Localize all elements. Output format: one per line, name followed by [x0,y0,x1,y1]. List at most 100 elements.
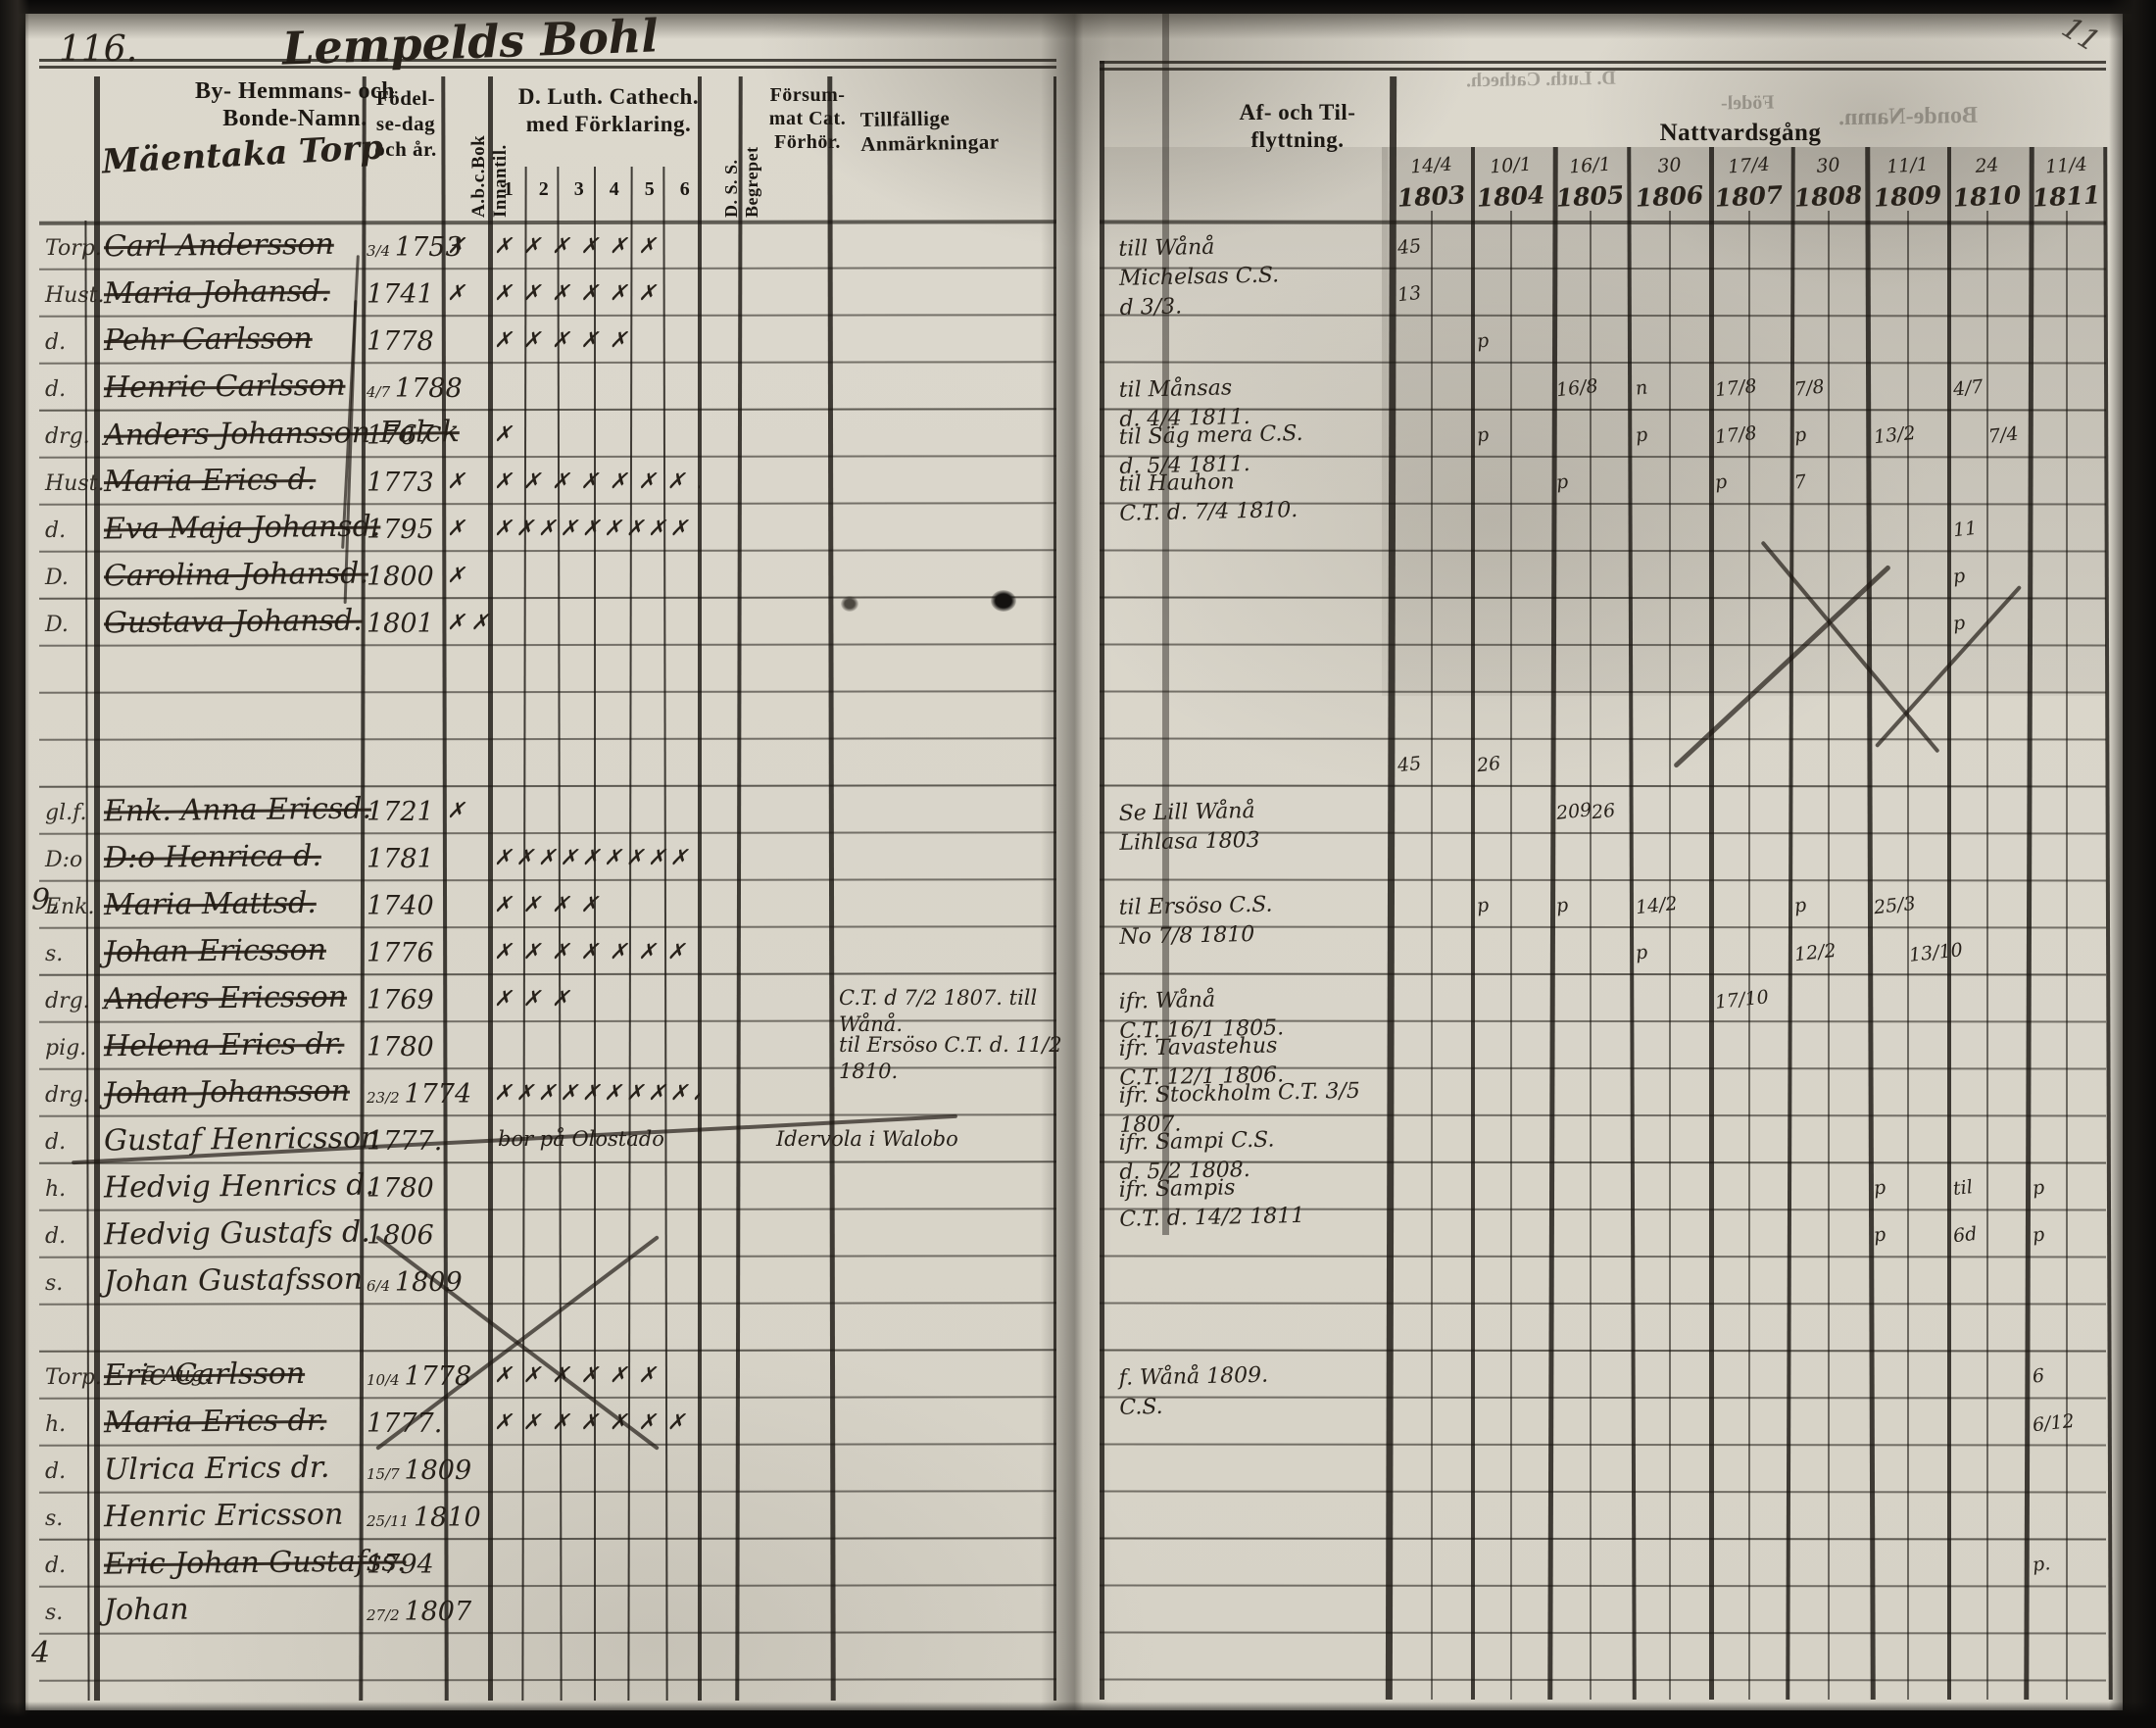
communion-year: 1803 [1396,180,1467,213]
row-name: Maria Johansd. [103,273,330,312]
year-half-rule [1510,211,1512,1700]
margin-mark: 4 [31,1636,51,1670]
column-rule [359,75,367,1702]
rule-line [38,1631,1057,1635]
row-birth-year: 1800 [367,562,434,592]
abc-marks: ✗ [447,281,471,306]
row-prefix: drg. [45,989,90,1013]
catechism-marks: ✗✗✗✗✗✗✗✗ [494,469,700,494]
rule-line [1099,643,2107,647]
rule-line [38,1443,1057,1447]
rule-line [38,1396,1057,1400]
communion-mark: 12/2 [1792,939,1838,966]
ink-blot [841,596,858,612]
catechism-marks: ✗✗✗✗✗✗✗✗✗ [494,517,692,541]
row-name: Enk. Anna Ericsd. [103,791,372,829]
migration-note: til Ersöso C.S. No 7/8 1810 [1118,892,1273,950]
row-birth-date-fraction: 10/4 [367,1371,405,1389]
communion-mark: p [2031,1176,2046,1200]
row-name: Johan Gustafsson [103,1261,364,1300]
bleedthrough-text: Födel- [1720,91,1775,115]
catechism-marks: ✗✗✗✗✗✗ [494,1363,667,1388]
row-name: Anders Ericsson [103,979,348,1017]
catechism-marks: ✗ [494,422,523,447]
rule-line [1099,1490,2107,1494]
rule-line [38,455,1057,459]
communion-mark: p [1554,470,1570,494]
rule-line [38,1678,1057,1682]
row-prefix: Torp. [45,1365,102,1390]
abc-marks: ✗ [447,469,471,494]
row-birth-year: 1778 [367,326,434,357]
column-rule [94,76,100,1701]
row-birth-date-fraction: 4/7 [367,383,395,401]
rule-line [38,361,1057,365]
communion-mark: 7/8 [1792,375,1826,401]
row-name: Carolina Johansd. [103,556,369,594]
row-birth-year: 1795 [367,515,434,545]
header-nattvardsgang: Nattvardsgång [1659,120,1822,146]
row-prefix: pig. [45,1036,87,1061]
title-rule [39,59,1056,62]
row-prefix: d. [45,1130,67,1155]
row-birth-year: 1780 [367,1173,434,1204]
rule-line [38,1208,1057,1211]
row-birth-year: 1773 [367,468,434,498]
year-half-rule [1748,211,1750,1700]
row-name: Gustava Johansd. [103,603,363,641]
row-birth-year: 1776 [367,938,434,968]
rule-line [38,925,1057,929]
header-birth-line3: och år. [374,137,437,161]
year-column-rule [2024,146,2034,1701]
row-birth-year: 10/4 1778 [367,1361,472,1392]
communion-mark: n [1634,376,1649,400]
row-prefix: h. [45,1412,67,1437]
village-name-script: Mäentaka Torp [101,127,384,182]
rule-line [1099,1584,2107,1588]
row-prefix: Enk. [45,895,95,919]
communion-mark: 17/8 [1713,421,1758,449]
column-rule [488,76,493,1701]
year-half-rule [1907,211,1909,1700]
column-rule [627,166,633,1702]
catechism-col-number: 6 [679,178,691,200]
rule-line [1099,972,2107,976]
row-prefix: s. [45,1506,64,1531]
catechism-marks: ✗✗✗✗✗✗ [494,234,667,259]
communion-year-date: 14/4 [1409,153,1453,178]
communion-year-date: 17/4 [1727,153,1771,178]
communion-mark: p [1951,565,1967,588]
communion-mark: 7/4 [1986,422,2020,448]
communion-mark: 13/2 [1872,421,1917,449]
row-prefix: d. [45,1224,67,1249]
row-birth-date-fraction: 6/4 [367,1277,395,1295]
communion-mark: 6/12 [2031,1409,2076,1437]
column-rule [827,75,836,1702]
column-rule [1100,61,1104,1700]
title-rule [1100,61,2106,64]
row-name: Eva Maja Johansd. [103,509,381,547]
rule-line [38,314,1057,318]
bleedthrough-text: D. Luth. Cathech. [1465,67,1616,92]
rule-line [1099,737,2107,741]
row-prefix: D. [45,613,69,637]
header-dss-vertical: D. S. S. Begrepet [721,146,761,218]
rule-line [1099,1678,2107,1682]
communion-year-date: 16/1 [1568,153,1612,178]
remark-note: til Ersöso C.T. d. 11/2 1810. [839,1033,1062,1083]
communion-mark: 6 [2031,1364,2046,1388]
catechism-col-number: 1 [503,178,514,200]
communion-mark: p [2031,1223,2046,1247]
rule-line [38,878,1057,882]
rule-line [38,596,1057,600]
row-prefix: Hust. [45,283,105,308]
rule-line [38,737,1057,741]
row-prefix: h. [45,1177,67,1202]
row-prefix: d. [45,1459,67,1484]
year-half-rule [1431,211,1433,1700]
year-half-rule [1828,211,1830,1700]
row-birth-year: 27/2 1807 [367,1597,472,1627]
remark-note: 5 Aug. [143,1362,211,1386]
communion-year: 1809 [1872,180,1943,213]
header-forsummat-line3: Förhör. [774,131,841,153]
